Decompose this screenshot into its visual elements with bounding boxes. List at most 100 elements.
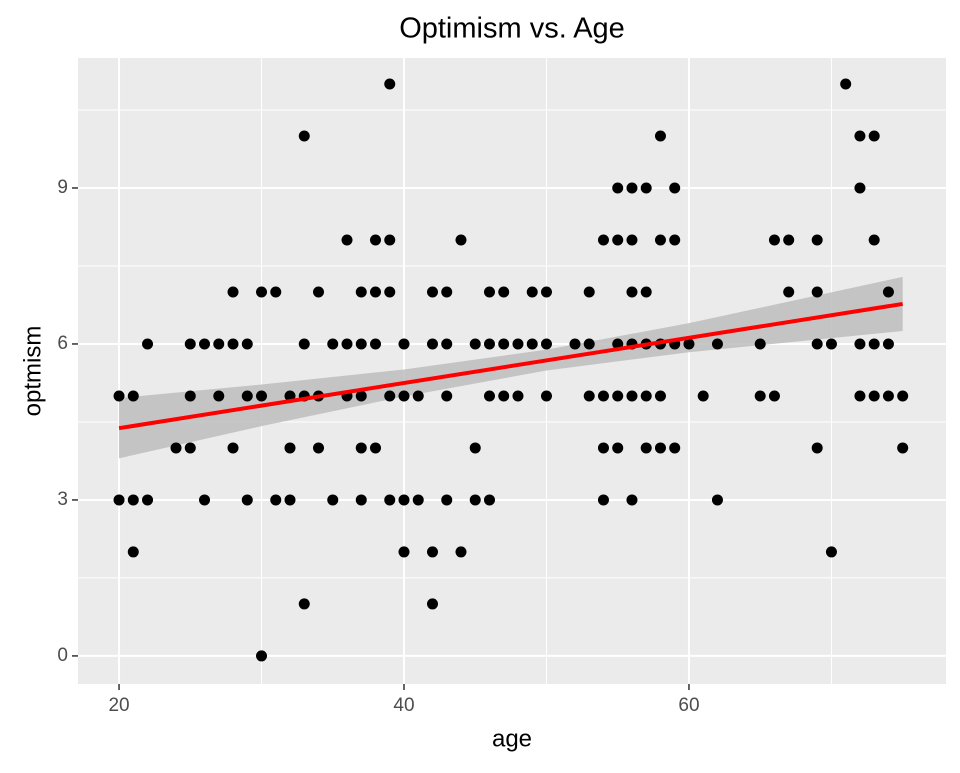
point	[811, 442, 823, 454]
point	[384, 78, 396, 90]
point	[754, 338, 766, 350]
point	[298, 598, 310, 610]
point	[654, 442, 666, 454]
point	[868, 130, 880, 142]
point	[398, 546, 410, 558]
point	[811, 234, 823, 246]
point	[241, 390, 253, 402]
point	[583, 338, 595, 350]
point	[825, 338, 837, 350]
point	[298, 130, 310, 142]
point	[597, 234, 609, 246]
point	[426, 546, 438, 558]
point	[583, 390, 595, 402]
point	[327, 338, 339, 350]
point	[441, 390, 453, 402]
point	[426, 286, 438, 298]
point	[897, 390, 909, 402]
point	[384, 390, 396, 402]
point	[512, 338, 524, 350]
point	[483, 494, 495, 506]
point	[612, 182, 624, 194]
point	[370, 442, 382, 454]
point	[213, 338, 225, 350]
point	[854, 182, 866, 194]
point	[512, 390, 524, 402]
point	[597, 494, 609, 506]
point	[426, 338, 438, 350]
point	[327, 494, 339, 506]
point	[127, 390, 139, 402]
fit-line	[118, 301, 903, 431]
point	[854, 390, 866, 402]
point	[142, 338, 154, 350]
point	[355, 390, 367, 402]
point	[626, 390, 638, 402]
point	[384, 494, 396, 506]
point	[882, 338, 894, 350]
point	[398, 390, 410, 402]
point	[441, 494, 453, 506]
point	[213, 390, 225, 402]
point	[469, 442, 481, 454]
point	[241, 338, 253, 350]
point	[483, 390, 495, 402]
x-tick-label: 20	[108, 695, 129, 716]
point	[370, 338, 382, 350]
point	[754, 390, 766, 402]
point	[498, 338, 510, 350]
point	[398, 338, 410, 350]
point	[811, 286, 823, 298]
point	[227, 286, 239, 298]
point	[868, 390, 880, 402]
point	[127, 494, 139, 506]
point	[256, 390, 268, 402]
point	[626, 494, 638, 506]
point	[241, 494, 253, 506]
point	[697, 390, 709, 402]
point	[113, 494, 125, 506]
point	[355, 286, 367, 298]
point	[298, 338, 310, 350]
point	[711, 494, 723, 506]
point	[170, 442, 182, 454]
point	[768, 234, 780, 246]
point	[868, 234, 880, 246]
point	[370, 234, 382, 246]
y-tick-label: 9	[57, 177, 68, 198]
point	[284, 494, 296, 506]
point	[384, 234, 396, 246]
point	[455, 546, 467, 558]
point	[640, 390, 652, 402]
point	[540, 338, 552, 350]
point	[498, 286, 510, 298]
point	[227, 442, 239, 454]
x-tick-label: 40	[393, 695, 414, 716]
point	[540, 286, 552, 298]
point	[313, 442, 325, 454]
point	[768, 390, 780, 402]
y-tick-label: 0	[57, 645, 68, 666]
point	[783, 286, 795, 298]
point	[412, 494, 424, 506]
point	[569, 338, 581, 350]
point	[270, 286, 282, 298]
point	[854, 338, 866, 350]
point	[370, 286, 382, 298]
point	[355, 338, 367, 350]
point	[669, 182, 681, 194]
point	[526, 286, 538, 298]
point	[854, 130, 866, 142]
point	[498, 390, 510, 402]
point	[184, 442, 196, 454]
point	[597, 442, 609, 454]
point	[355, 442, 367, 454]
x-axis-title: age	[492, 725, 532, 752]
point	[654, 390, 666, 402]
point	[256, 650, 268, 662]
chart-title: Optimism vs. Age	[399, 13, 625, 45]
y-tick-label: 6	[57, 333, 68, 354]
point	[469, 494, 481, 506]
